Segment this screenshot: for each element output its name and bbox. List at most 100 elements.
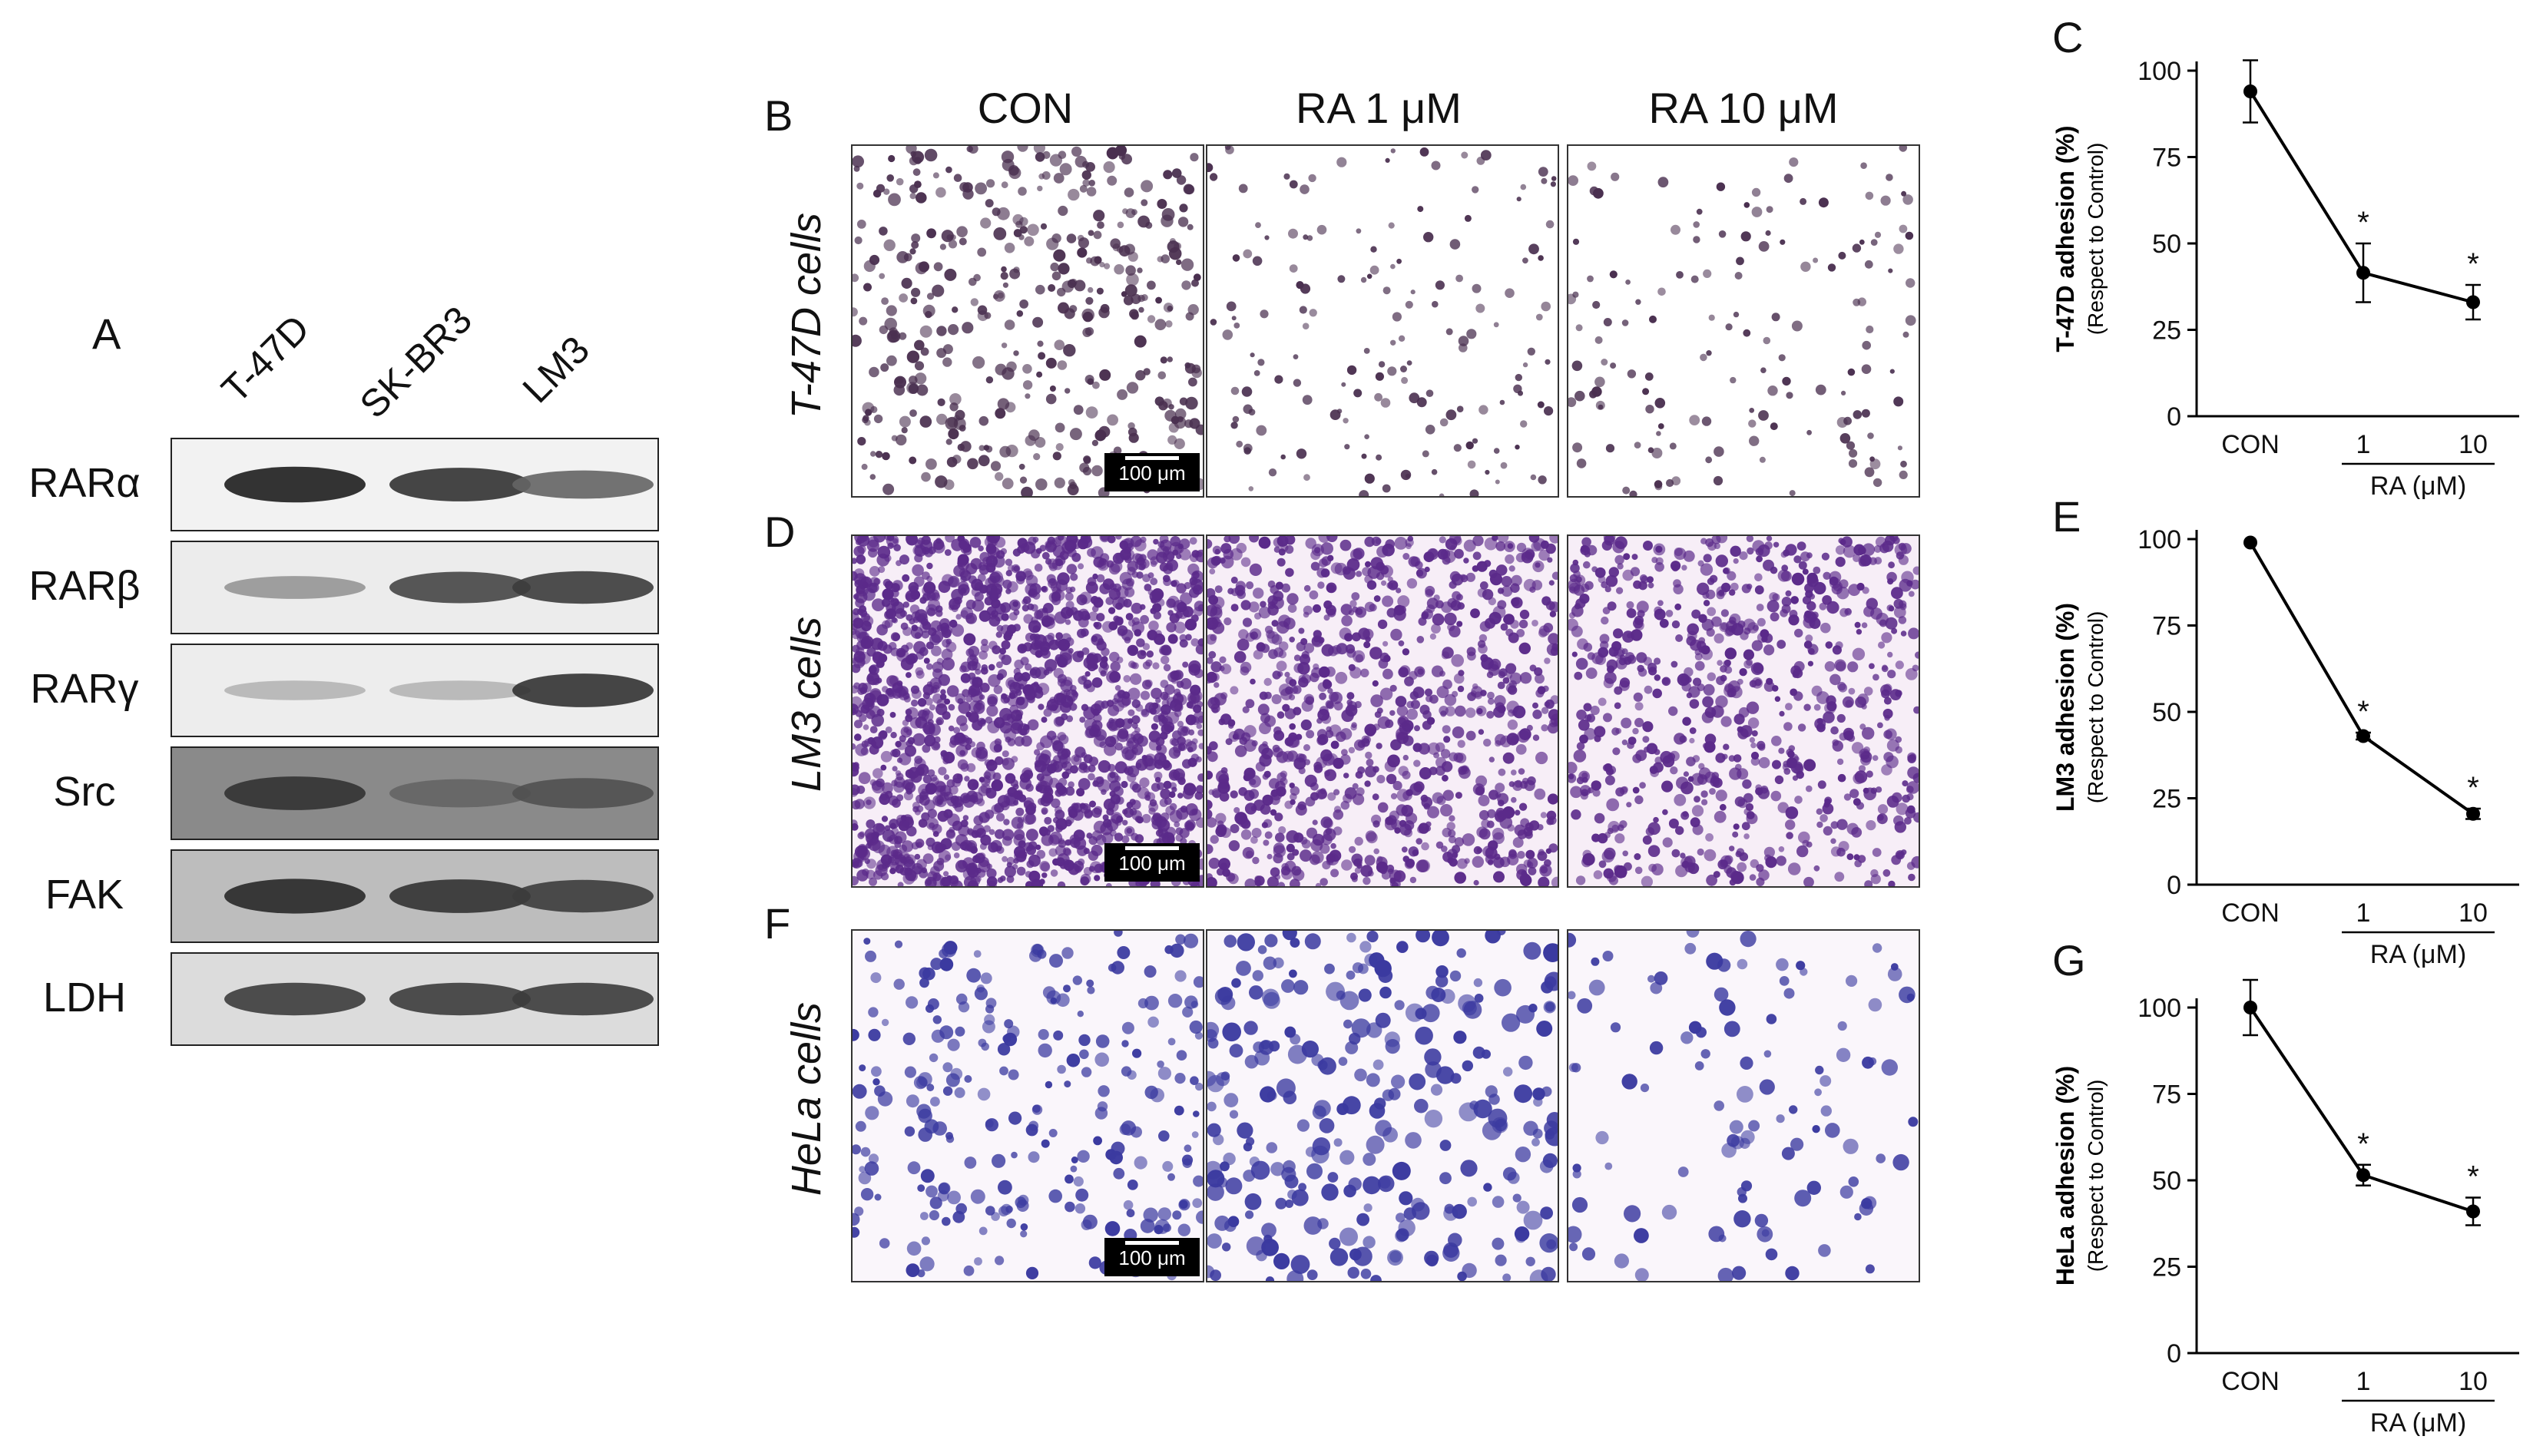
blot-band: [389, 680, 531, 700]
y-tick-label: 25: [2152, 785, 2181, 814]
data-point: [2356, 266, 2370, 280]
blot-band: [389, 571, 531, 604]
data-point: [2243, 84, 2257, 98]
data-point: [2243, 535, 2257, 550]
blot-strip: [171, 746, 659, 840]
blot-band: [224, 879, 366, 914]
x-tick-label: 1: [2356, 1367, 2371, 1396]
x-group-label: RA (μM): [2370, 940, 2466, 968]
y-tick-label: 50: [2152, 698, 2181, 727]
x-group-label: RA (μM): [2370, 1408, 2466, 1436]
column-header-con: CON: [977, 84, 1074, 132]
data-point: [2466, 295, 2480, 309]
micrograph-image: [1206, 929, 1559, 1282]
x-tick-label: CON: [2221, 1367, 2280, 1396]
panel-letter-f: F: [764, 899, 791, 948]
micrograph-image: [1206, 534, 1559, 888]
panel-letter-e: E: [2052, 492, 2081, 541]
y-axis-label: LM3 adhesion (%): [2051, 603, 2079, 812]
blot-band: [224, 680, 366, 700]
blot-strip: [171, 438, 659, 531]
scale-bar-label: 100 μm: [1118, 852, 1186, 875]
scale-bar: 100 μm: [1104, 1238, 1200, 1276]
lane-label-lm3: LM3: [514, 327, 598, 412]
data-point: [2466, 806, 2480, 821]
data-point: [2356, 729, 2370, 743]
x-tick-label: 10: [2459, 430, 2488, 459]
y-tick-label: 0: [2167, 871, 2181, 900]
band-label: FAK: [45, 872, 124, 918]
scale-bar: 100 μm: [1104, 843, 1200, 882]
row-label-hela: HeLa cells: [783, 1001, 829, 1196]
micrograph-image: 100 μm: [851, 534, 1204, 888]
micrograph-image: 100 μm: [851, 144, 1204, 498]
y-tick-label: 50: [2152, 230, 2181, 259]
panel-letter-b: B: [764, 91, 793, 140]
blot-band: [224, 576, 366, 599]
y-axis-sublabel: (Respect to Control): [2084, 611, 2108, 804]
data-point: [2356, 1168, 2370, 1183]
significance-marker: *: [2357, 206, 2369, 240]
band-label: RARγ: [30, 666, 139, 712]
blot-band: [224, 776, 366, 810]
blot-band: [224, 466, 366, 503]
micrograph-image: [1567, 144, 1920, 498]
blot-band: [389, 982, 531, 1016]
band-label: LDH: [42, 975, 127, 1021]
x-tick-label: CON: [2221, 898, 2280, 928]
panel-letter-c: C: [2052, 13, 2084, 61]
scale-bar-line: [1125, 456, 1179, 460]
y-tick-label: 25: [2152, 1253, 2181, 1282]
x-tick-label: 10: [2459, 1367, 2488, 1396]
blot-band: [512, 778, 654, 809]
data-point: [2466, 1204, 2480, 1219]
scale-bar-line: [1125, 846, 1179, 850]
significance-marker: *: [2357, 1127, 2369, 1161]
x-tick-label: 1: [2356, 898, 2371, 928]
y-tick-label: 100: [2137, 994, 2181, 1023]
band-label: RARβ: [28, 563, 141, 609]
blot-strip: [171, 849, 659, 943]
column-header-ra-10: RA 10 μM: [1648, 84, 1839, 132]
scale-bar-label: 100 μm: [1118, 1246, 1186, 1269]
blot-band: [389, 779, 531, 808]
scale-bar: 100 μm: [1104, 453, 1200, 491]
blot-band: [512, 470, 654, 499]
significance-marker: *: [2467, 1160, 2479, 1194]
y-tick-label: 100: [2137, 525, 2181, 554]
column-header-ra-1: RA 1 μM: [1296, 84, 1462, 132]
data-point: [2243, 1001, 2257, 1014]
y-axis-sublabel: (Respect to Control): [2084, 143, 2108, 336]
lane-label-t47d: T-47D: [213, 306, 318, 412]
y-tick-label: 75: [2152, 144, 2181, 173]
y-tick-label: 100: [2137, 57, 2181, 86]
micrograph-image: 100 μm: [851, 929, 1204, 1282]
band-label: Src: [53, 769, 116, 815]
x-tick-label: 1: [2356, 430, 2371, 459]
x-tick-label: 10: [2459, 898, 2488, 928]
y-tick-label: 25: [2152, 316, 2181, 346]
scale-bar-line: [1125, 1241, 1179, 1245]
row-label-t47d: T-47D cells: [783, 212, 829, 419]
scale-bar-label: 100 μm: [1118, 462, 1186, 485]
significance-marker: *: [2467, 771, 2479, 805]
blot-strip: [171, 541, 659, 634]
chart-c: 0 25 50 75 100 T-47D adhesion (%) (Respect to …: [2043, 38, 2535, 503]
significance-marker: *: [2467, 247, 2479, 281]
x-tick-label: CON: [2221, 430, 2280, 459]
blot-band: [512, 571, 654, 604]
micrograph-image: [1567, 929, 1920, 1282]
blot-strip: [171, 644, 659, 737]
band-label: RARα: [28, 460, 141, 506]
blot-band: [512, 982, 654, 1016]
x-group-label: RA (μM): [2370, 472, 2466, 499]
panel-letter-a: A: [92, 309, 121, 358]
blot-strip: [171, 952, 659, 1046]
y-axis-sublabel: (Respect to Control): [2084, 1080, 2108, 1272]
micrograph-image: [1567, 534, 1920, 888]
micrograph-image: [1206, 144, 1559, 498]
y-axis-label: HeLa adhesion (%): [2051, 1066, 2079, 1286]
blot-band: [512, 879, 654, 913]
y-tick-label: 0: [2167, 1339, 2181, 1368]
chart-e: 0 25 50 75 100 LM3 adhesion (%) (Respect to Co…: [2043, 507, 2535, 971]
